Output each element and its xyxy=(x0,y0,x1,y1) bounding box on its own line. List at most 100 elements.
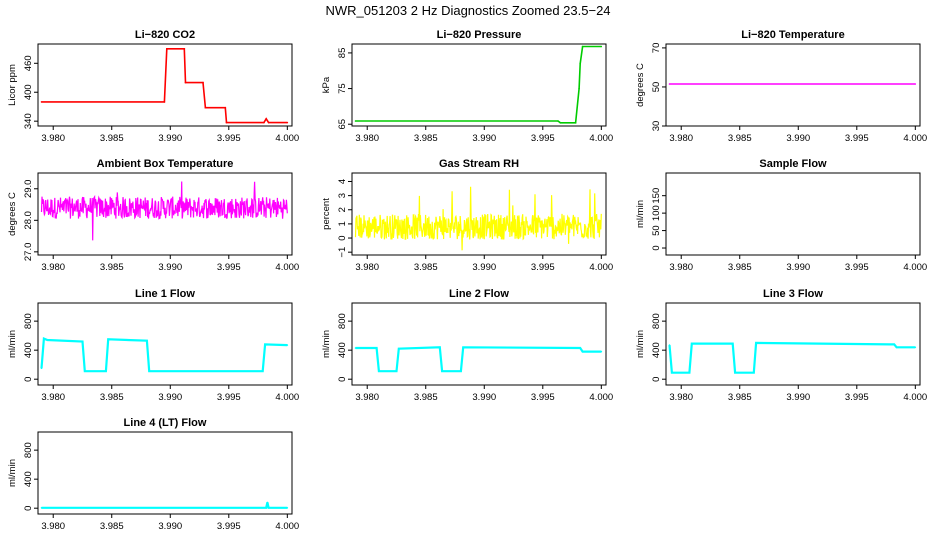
chart-panel: Line 4 (LT) Flow 3.980 3.985 3.990 3.995 4.00… xyxy=(7,417,299,532)
x-axis: 3.980 3.985 3.990 3.995 4.000 xyxy=(355,255,613,273)
x-tick-label: 3.995 xyxy=(217,521,241,532)
y-tick-label: 0 xyxy=(337,377,348,382)
data-point xyxy=(354,347,357,349)
x-axis: 3.980 3.985 3.990 3.995 4.000 xyxy=(669,385,927,403)
x-tick-label: 3.990 xyxy=(158,133,182,144)
data-point xyxy=(378,370,380,373)
x-tick-label: 3.990 xyxy=(786,392,810,403)
y-axis-label: degrees C xyxy=(7,192,18,236)
chart-panel: Line 2 Flow 3.980 3.985 3.990 3.995 4.000 0 400… xyxy=(321,288,613,403)
data-point xyxy=(224,106,227,109)
data-point xyxy=(184,81,187,84)
y-tick-label: −1 xyxy=(337,247,348,258)
y-axis: 27.0 28.0 29.0 xyxy=(23,180,38,261)
data-point xyxy=(286,507,289,509)
y-tick-label: 50 xyxy=(651,82,662,93)
plot-frame xyxy=(37,302,293,386)
plot-frame xyxy=(37,172,293,256)
x-axis: 3.980 3.985 3.990 3.995 4.000 xyxy=(669,255,927,273)
y-tick-label: 800 xyxy=(23,442,34,458)
x-tick-label: 3.985 xyxy=(414,133,438,144)
x-tick-label: 3.990 xyxy=(158,521,182,532)
y-axis-label: kPa xyxy=(321,76,332,93)
y-tick-label: 100 xyxy=(651,205,662,221)
data-point xyxy=(107,338,109,341)
data-point xyxy=(914,83,917,85)
y-axis-label: ml/min xyxy=(321,330,332,358)
x-tick-label: 4.000 xyxy=(589,262,613,273)
data-point xyxy=(581,350,584,353)
y-tick-label: 0 xyxy=(651,245,662,250)
y-tick-label: 75 xyxy=(337,83,348,94)
data-point xyxy=(559,122,562,124)
y-axis: 65 75 85 xyxy=(337,48,352,130)
data-point xyxy=(40,367,43,370)
plot-frame xyxy=(665,43,921,127)
chart-panel: Li−820 CO2 3.980 3.985 3.990 3.995 4.000 340 40… xyxy=(7,29,299,144)
plot-frame xyxy=(37,431,293,515)
y-tick-label: 340 xyxy=(23,113,34,129)
data-point xyxy=(579,347,581,349)
data-point xyxy=(731,342,734,345)
x-tick-label: 3.995 xyxy=(531,262,555,273)
y-tick-label: 2 xyxy=(337,207,348,212)
x-tick-label: 3.995 xyxy=(845,392,869,403)
chart-title: Line 3 Flow xyxy=(763,288,823,300)
x-tick-label: 3.990 xyxy=(786,262,810,273)
x-tick-label: 3.980 xyxy=(41,133,65,144)
x-tick-label: 3.985 xyxy=(100,262,124,273)
y-axis: 30 50 70 xyxy=(651,43,666,132)
data-point xyxy=(163,101,166,103)
data-point xyxy=(267,121,270,124)
x-tick-label: 3.995 xyxy=(531,392,555,403)
y-tick-label: 3 xyxy=(337,193,348,198)
y-tick-label: 0 xyxy=(651,377,662,382)
x-tick-label: 3.985 xyxy=(728,262,752,273)
chart-title: Line 2 Flow xyxy=(449,288,509,300)
chart-panel: Li−820 Pressure 3.980 3.985 3.990 3.995 4.000… xyxy=(321,29,613,144)
chart-title: Gas Stream RH xyxy=(439,158,519,170)
x-tick-label: 4.000 xyxy=(275,133,299,144)
plot-frame xyxy=(37,43,293,127)
data-point xyxy=(263,121,265,124)
x-tick-label: 3.995 xyxy=(845,262,869,273)
y-tick-label: 65 xyxy=(337,119,348,130)
y-tick-label: 1 xyxy=(337,221,348,226)
y-axis-label: ml/min xyxy=(7,459,18,487)
chart-title: Sample Flow xyxy=(759,158,827,170)
data-point xyxy=(40,101,43,103)
chart-title: Li−820 Pressure xyxy=(437,29,522,41)
plot-frame xyxy=(351,43,607,127)
data-point xyxy=(557,120,559,122)
x-tick-label: 4.000 xyxy=(589,392,613,403)
plot-frame xyxy=(351,302,607,386)
data-point xyxy=(574,122,577,124)
y-tick-label: 0 xyxy=(337,235,348,240)
x-tick-label: 3.980 xyxy=(41,521,65,532)
data-point xyxy=(202,81,204,84)
x-tick-label: 4.000 xyxy=(589,133,613,144)
x-tick-label: 3.985 xyxy=(728,133,752,144)
y-tick-label: 85 xyxy=(337,48,348,59)
y-tick-label: 150 xyxy=(651,188,662,204)
x-axis: 3.980 3.985 3.990 3.995 4.000 xyxy=(355,126,613,144)
data-point xyxy=(166,48,168,50)
y-tick-label: 460 xyxy=(23,55,34,71)
plot-frame xyxy=(665,172,921,256)
x-tick-label: 3.995 xyxy=(217,392,241,403)
x-tick-label: 3.990 xyxy=(158,392,182,403)
y-axis-label: ml/min xyxy=(7,330,18,358)
y-tick-label: 30 xyxy=(651,121,662,132)
y-tick-label: 800 xyxy=(651,313,662,329)
y-axis: 0 400 800 xyxy=(337,313,352,382)
y-axis: 0 400 800 xyxy=(23,313,38,382)
data-point xyxy=(755,342,757,344)
data-point xyxy=(354,120,357,122)
data-point xyxy=(395,370,398,373)
data-point xyxy=(266,501,269,504)
x-axis: 3.980 3.985 3.990 3.995 4.000 xyxy=(41,126,299,144)
data-point xyxy=(225,121,228,124)
chart-panel: Line 1 Flow 3.980 3.985 3.990 3.995 4.000 0 400… xyxy=(7,288,299,403)
